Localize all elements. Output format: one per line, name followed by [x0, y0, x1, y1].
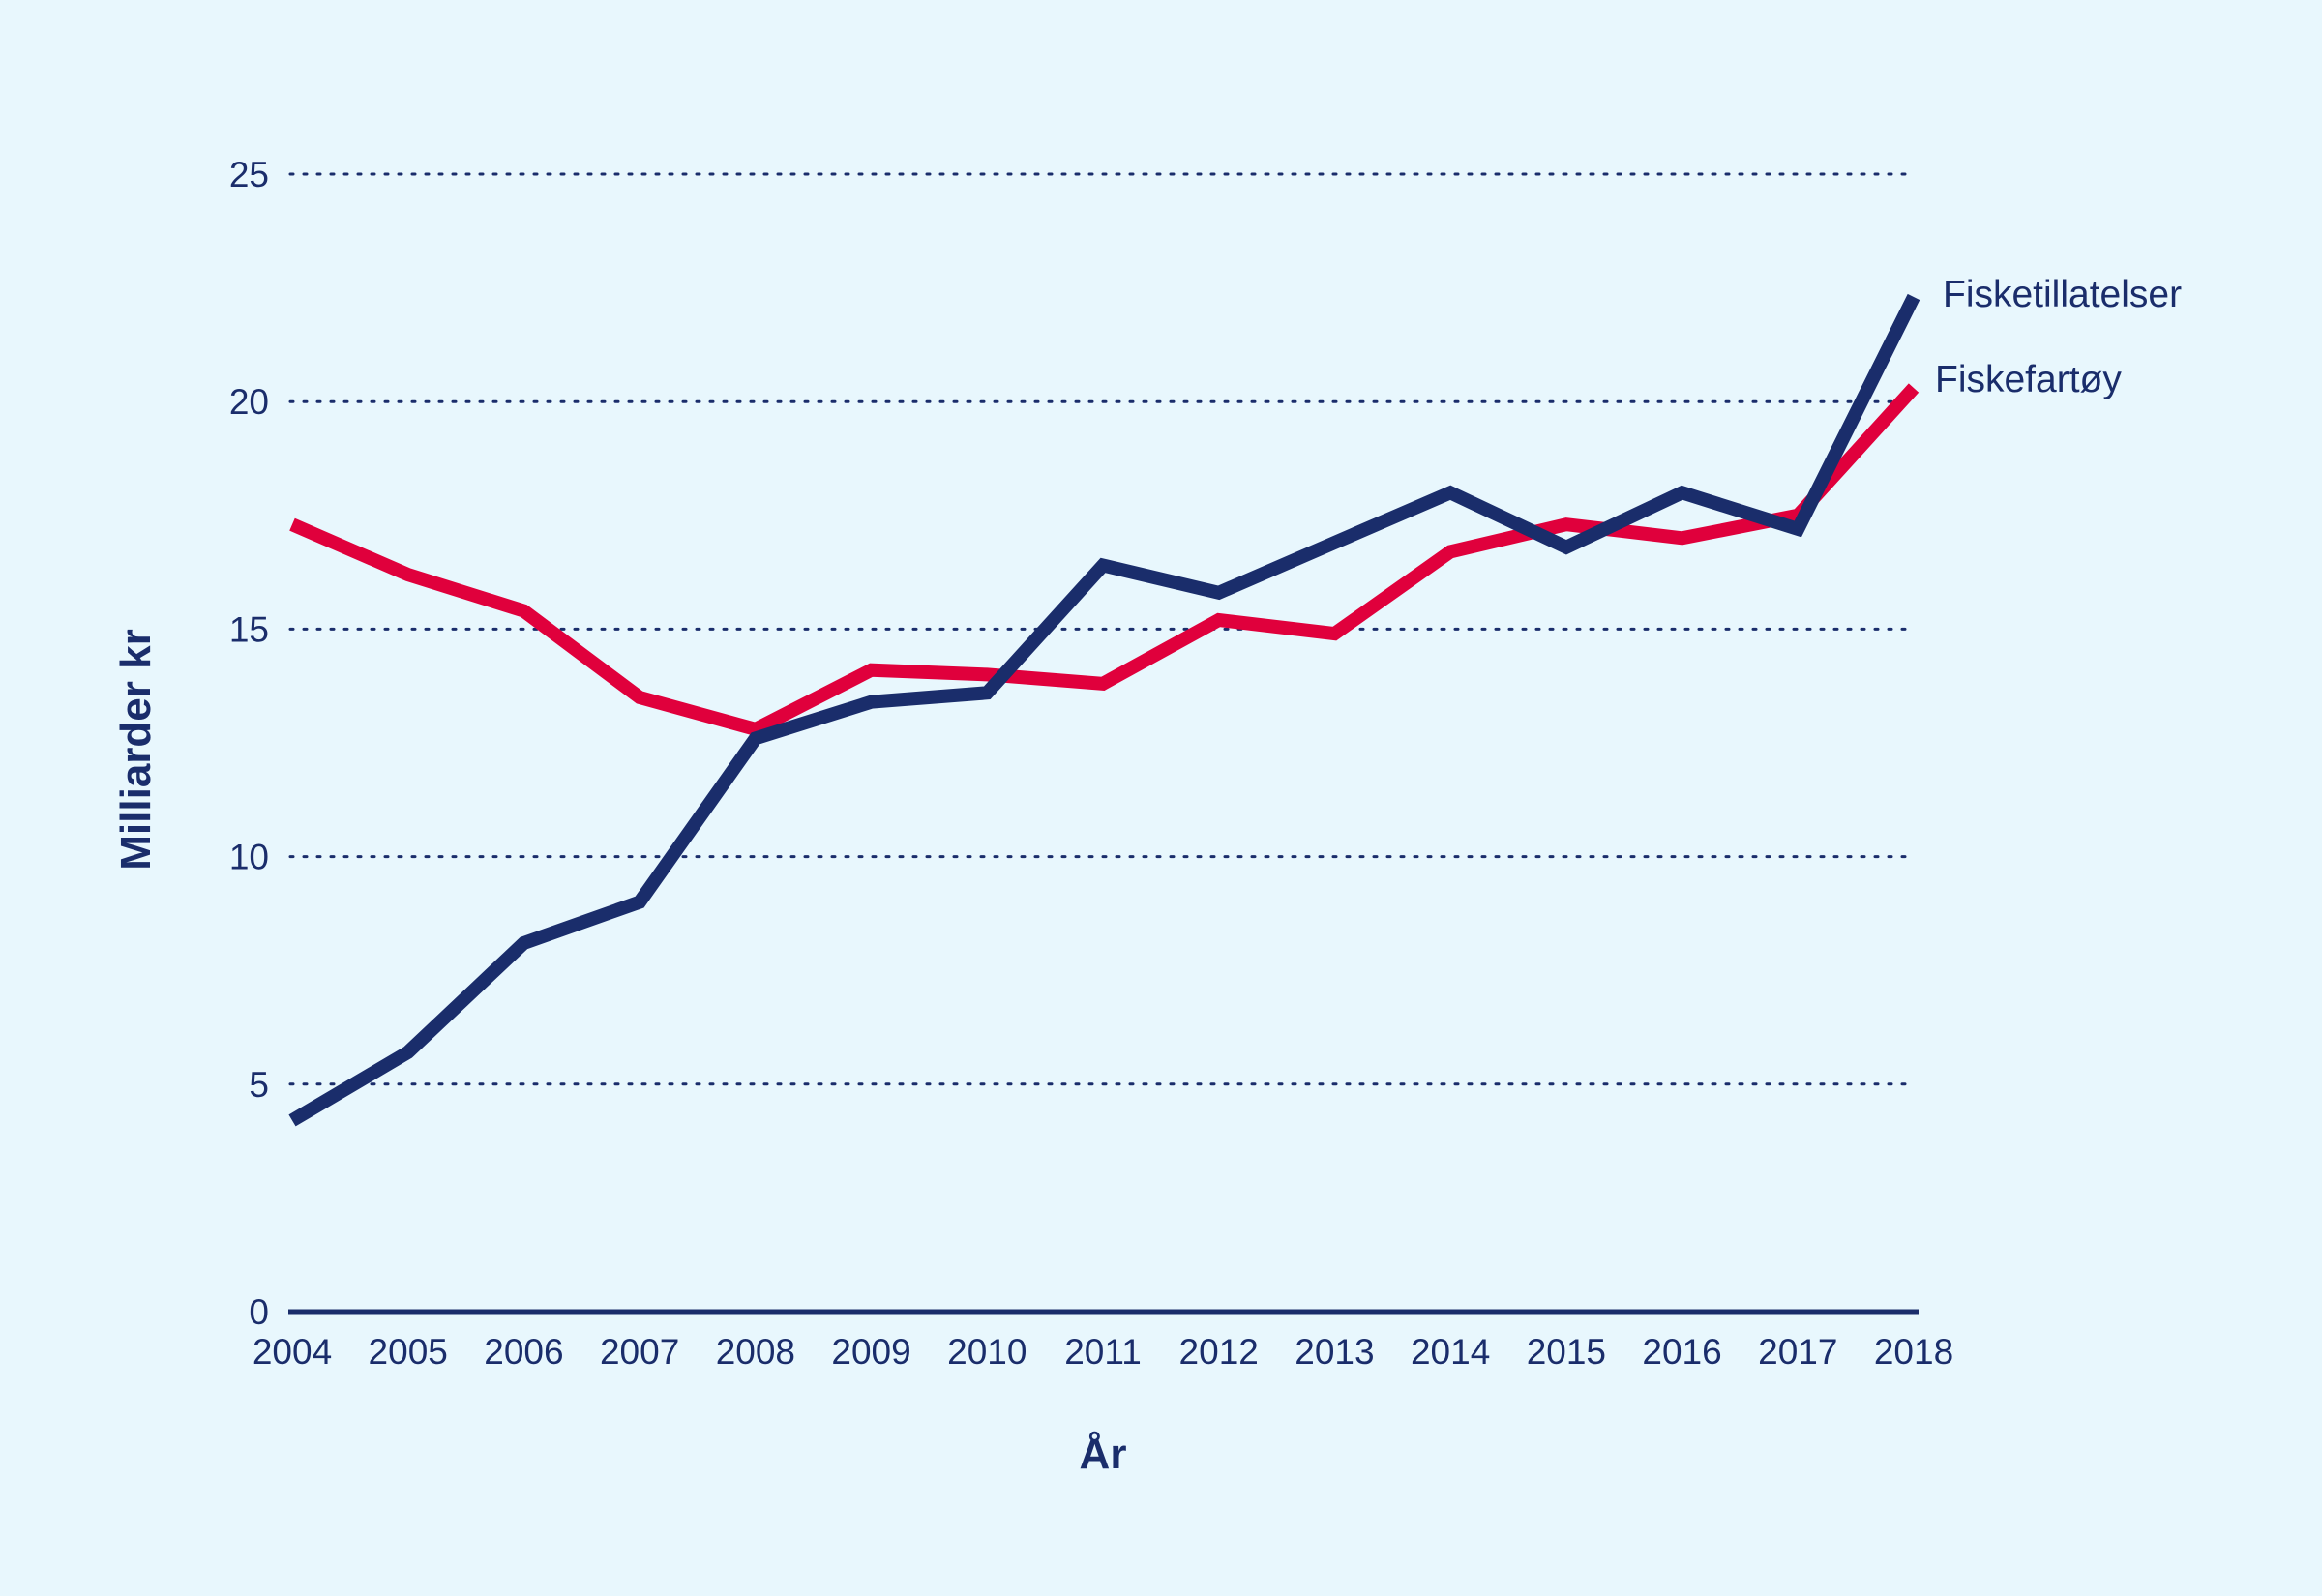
series-label: Fiskefartøy: [1935, 359, 2122, 400]
x-tick-label: 2009: [831, 1332, 910, 1372]
x-tick-label: 2012: [1179, 1332, 1259, 1372]
x-tick-label: 2013: [1295, 1332, 1374, 1372]
gridlines: [288, 172, 1913, 1086]
y-tick-labels: 0 5 10 15 20 25: [229, 155, 269, 1332]
x-tick-label: 2011: [1064, 1332, 1142, 1372]
x-tick-label: 2010: [947, 1332, 1027, 1372]
y-tick-label: 15: [229, 609, 269, 649]
y-tick-label: 5: [249, 1065, 269, 1105]
y-axis-title: Milliarder kr: [112, 629, 160, 870]
x-tick-label: 2017: [1758, 1332, 1837, 1372]
y-tick-label: 25: [229, 155, 269, 194]
series-line-0: [288, 293, 1920, 1127]
series-labels: Fisketillatelser Fiskefartøy: [1935, 274, 2182, 400]
x-tick-label: 2007: [600, 1332, 679, 1372]
x-axis-title: År: [1080, 1431, 1127, 1478]
series-label: Fisketillatelser: [1943, 274, 2182, 315]
x-tick-label: 2006: [484, 1332, 563, 1372]
x-tick-label: 2014: [1411, 1332, 1490, 1372]
x-tick-label: 2015: [1527, 1332, 1606, 1372]
x-tick-labels: 2004 2005 2006 2007 2008 2009 2010 2011 2012 2013…: [253, 1332, 1953, 1372]
y-tick-label: 0: [249, 1292, 269, 1332]
y-tick-label: 20: [229, 382, 269, 422]
series-line-1: [289, 383, 1920, 737]
x-tick-label: 2018: [1874, 1332, 1953, 1372]
x-tick-label: 2004: [253, 1332, 332, 1372]
y-tick-label: 10: [229, 838, 269, 877]
series-lines: [288, 293, 1920, 1127]
x-tick-label: 2005: [369, 1332, 448, 1372]
x-tick-label: 2008: [716, 1332, 795, 1372]
x-tick-label: 2016: [1642, 1332, 1721, 1372]
